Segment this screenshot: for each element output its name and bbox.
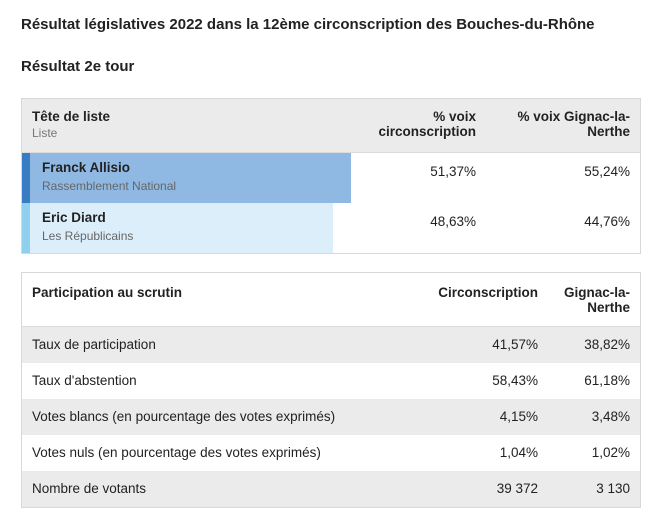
candidate-party: Rassemblement National [42, 179, 177, 193]
row-town-value: 3,48% [591, 409, 630, 424]
header-circ: Circonscription [438, 285, 538, 300]
header-circ: % voix circonscription [378, 109, 476, 139]
row-circ-value: 1,04% [499, 445, 538, 460]
row-town-value: 1,02% [591, 445, 630, 460]
table-row: Franck Allisio Rassemblement National 51… [22, 153, 640, 203]
candidate-name: Franck Allisio [42, 160, 131, 175]
header-town: % voix Gignac-la-Nerthe [517, 109, 630, 139]
results-table: Tête de liste Liste % voix circonscripti… [21, 98, 641, 254]
row-label: Nombre de votants [32, 481, 147, 496]
candidate-town-value: 44,76% [584, 214, 630, 229]
vote-share-bar [22, 203, 333, 253]
row-town-value: 38,82% [584, 337, 630, 352]
participation-table: Participation au scrutin Circonscription… [21, 272, 641, 508]
row-town-value: 61,18% [584, 373, 630, 388]
header-candidate-sub: Liste [32, 126, 58, 140]
candidate-town-value: 55,24% [584, 164, 630, 179]
header-candidate: Tête de liste [32, 109, 111, 124]
row-label: Taux d'abstention [32, 373, 137, 388]
row-circ-value: 41,57% [492, 337, 538, 352]
candidate-party: Les Républicains [42, 229, 134, 243]
candidate-name: Eric Diard [42, 210, 106, 225]
vote-share-bar [22, 153, 351, 203]
table-row: Eric Diard Les Républicains 48,63% 44,76… [22, 203, 640, 253]
row-circ-value: 4,15% [499, 409, 538, 424]
page-title: Résultat législatives 2022 dans la 12ème… [21, 16, 595, 33]
header-participation: Participation au scrutin [32, 285, 183, 300]
party-color-stripe [22, 153, 30, 203]
table-row: Taux d'abstention 58,43% 61,18% [22, 363, 640, 399]
participation-table-header: Participation au scrutin Circonscription… [22, 273, 640, 327]
party-color-stripe [22, 203, 30, 253]
candidate-circ-value: 51,37% [430, 164, 476, 179]
round-subtitle: Résultat 2e tour [21, 58, 135, 75]
row-circ-value: 39 372 [496, 481, 538, 496]
row-label: Votes nuls (en pourcentage des votes exp… [32, 445, 321, 460]
table-row: Votes blancs (en pourcentage des votes e… [22, 399, 640, 435]
row-circ-value: 58,43% [492, 373, 538, 388]
row-label: Votes blancs (en pourcentage des votes e… [32, 409, 336, 424]
table-row: Nombre de votants 39 372 3 130 [22, 471, 640, 507]
candidate-circ-value: 48,63% [430, 214, 476, 229]
header-town: Gignac-la-Nerthe [563, 285, 630, 315]
row-town-value: 3 130 [596, 481, 630, 496]
table-row: Taux de participation 41,57% 38,82% [22, 327, 640, 363]
row-label: Taux de participation [32, 337, 156, 352]
results-table-header: Tête de liste Liste % voix circonscripti… [22, 99, 640, 153]
table-row: Votes nuls (en pourcentage des votes exp… [22, 435, 640, 471]
